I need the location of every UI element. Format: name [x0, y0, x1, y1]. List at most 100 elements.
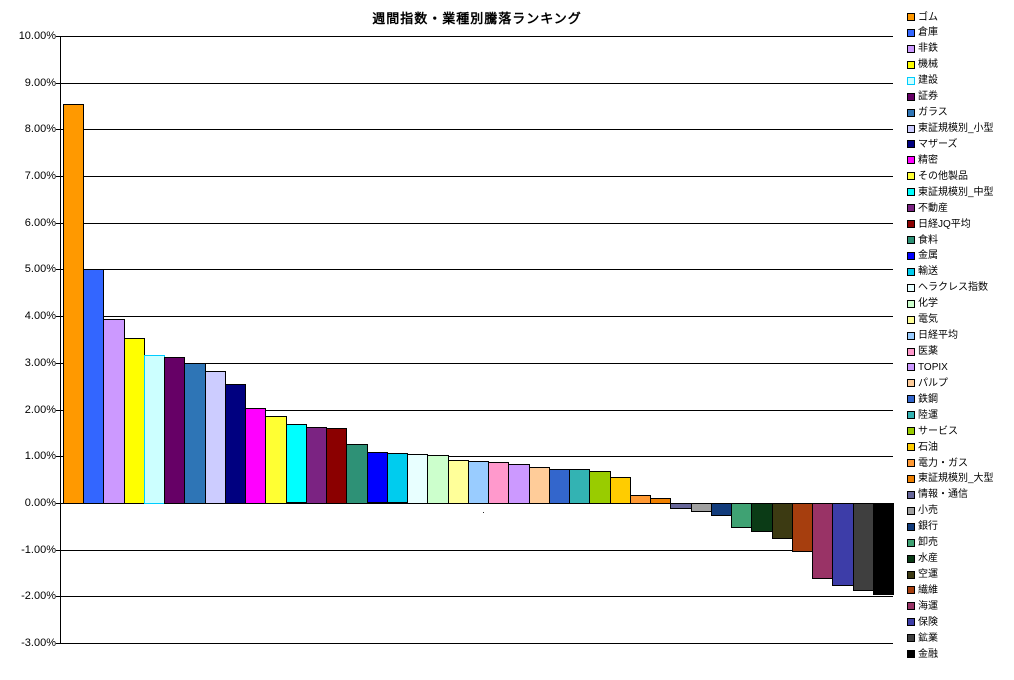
- gridline: [61, 596, 893, 597]
- bar: [772, 503, 793, 539]
- legend-item: TOPIX: [907, 359, 948, 375]
- y-axis-tick: [56, 223, 61, 224]
- bar: [529, 467, 550, 504]
- legend-swatch-icon: [907, 251, 915, 260]
- bar: [407, 454, 428, 504]
- legend-item: 非鉄: [907, 41, 938, 57]
- legend-swatch-icon: [907, 618, 915, 627]
- bar: [488, 462, 509, 504]
- legend-item: 陸運: [907, 407, 938, 423]
- legend-item: 小売: [907, 503, 938, 519]
- legend-label: 金融: [918, 648, 938, 660]
- y-axis-tick: [56, 36, 61, 37]
- legend-item: 海運: [907, 598, 938, 614]
- bar: [630, 495, 651, 504]
- bar: [367, 452, 388, 503]
- legend-swatch-icon: [907, 28, 915, 37]
- y-axis-tick: [56, 503, 61, 504]
- legend-item: 保険: [907, 614, 938, 630]
- bar: [427, 455, 449, 504]
- y-axis-tick: [56, 176, 61, 177]
- legend-label: 日経平均: [918, 330, 958, 342]
- legend-swatch-icon: [907, 76, 915, 85]
- bar: [205, 371, 226, 504]
- legend-label: 保険: [918, 616, 938, 628]
- legend-label: 金属: [918, 250, 938, 262]
- legend-swatch-icon: [907, 60, 915, 69]
- y-axis-tick: [56, 550, 61, 551]
- legend-item: 鉄鋼: [907, 391, 938, 407]
- legend-swatch-icon: [907, 315, 915, 324]
- legend-label: 医薬: [918, 346, 938, 358]
- legend-swatch-icon: [907, 459, 915, 468]
- legend-swatch-icon: [907, 490, 915, 499]
- legend-swatch-icon: [907, 108, 915, 117]
- legend-swatch-icon: [907, 443, 915, 452]
- legend-item: 空運: [907, 567, 938, 583]
- legend-swatch-icon: [907, 602, 915, 611]
- legend-label: 小売: [918, 505, 938, 517]
- legend-label: TOPIX: [918, 361, 948, 373]
- legend-label: 陸運: [918, 409, 938, 421]
- gridline: [61, 129, 893, 130]
- legend-label: 繊維: [918, 584, 938, 596]
- legend-swatch-icon: [907, 395, 915, 404]
- legend-label: 化学: [918, 298, 938, 310]
- legend-swatch-icon: [907, 474, 915, 483]
- y-tick-label: 7.00%: [24, 170, 56, 182]
- bar: [124, 338, 145, 504]
- legend-label: 機械: [918, 59, 938, 71]
- legend-item: 銀行: [907, 519, 938, 535]
- legend-label: 鉄鋼: [918, 393, 938, 405]
- legend-item: 水産: [907, 551, 938, 567]
- legend-item: ゴム: [907, 9, 938, 25]
- legend-label: 情報・通信: [918, 489, 968, 501]
- gridline: [61, 363, 893, 364]
- chart-title: 週間指数・業種別騰落ランキング: [372, 11, 582, 26]
- legend-swatch-icon: [907, 379, 915, 388]
- bar: [832, 503, 854, 586]
- gridline: [61, 269, 893, 270]
- y-axis-tick: [56, 410, 61, 411]
- legend-swatch-icon: [907, 554, 915, 563]
- y-tick-label: 2.00%: [24, 404, 56, 416]
- legend-item: 機械: [907, 57, 938, 73]
- legend-item: パルプ: [907, 375, 948, 391]
- legend-label: 電気: [918, 314, 938, 326]
- bar: [387, 453, 408, 503]
- legend-label: 食料: [918, 234, 938, 246]
- legend-item: 電気: [907, 312, 938, 328]
- y-tick-label: 10.00%: [18, 30, 56, 42]
- y-axis-tick: [56, 363, 61, 364]
- legend-label: 建設: [918, 75, 938, 87]
- bar: [144, 355, 165, 504]
- bar: [63, 104, 84, 504]
- gridline: [61, 83, 893, 84]
- bar: [731, 503, 752, 528]
- legend-label: 東証規模別_小型: [918, 123, 994, 134]
- legend-swatch-icon: [907, 586, 915, 595]
- legend-label: 東証規模別_中型: [918, 186, 994, 198]
- legend-item: 証券: [907, 89, 938, 105]
- gridline: [61, 456, 893, 457]
- y-tick-label: -1.00%: [21, 544, 56, 556]
- legend-item: マザーズ: [907, 136, 958, 152]
- y-axis-line: [60, 36, 61, 644]
- y-axis-tick: [56, 643, 61, 644]
- y-tick-label: -2.00%: [21, 590, 56, 602]
- legend-label: 非鉄: [918, 43, 938, 55]
- legend-swatch-icon: [907, 92, 915, 101]
- legend-label: 石油: [918, 441, 938, 453]
- legend-item: 東証規模別_大型: [907, 471, 994, 487]
- y-axis-tick: [56, 269, 61, 270]
- legend-swatch-icon: [907, 156, 915, 165]
- legend-label: 電力・ガス: [918, 457, 968, 469]
- bar: [245, 408, 266, 504]
- legend-label: 輸送: [918, 266, 938, 278]
- x-axis-mark: ·: [482, 507, 485, 517]
- legend-item: 輸送: [907, 264, 938, 280]
- y-tick-label: 5.00%: [24, 263, 56, 275]
- legend-swatch-icon: [907, 172, 915, 181]
- y-axis-tick: [56, 316, 61, 317]
- legend-item: 卸売: [907, 535, 938, 551]
